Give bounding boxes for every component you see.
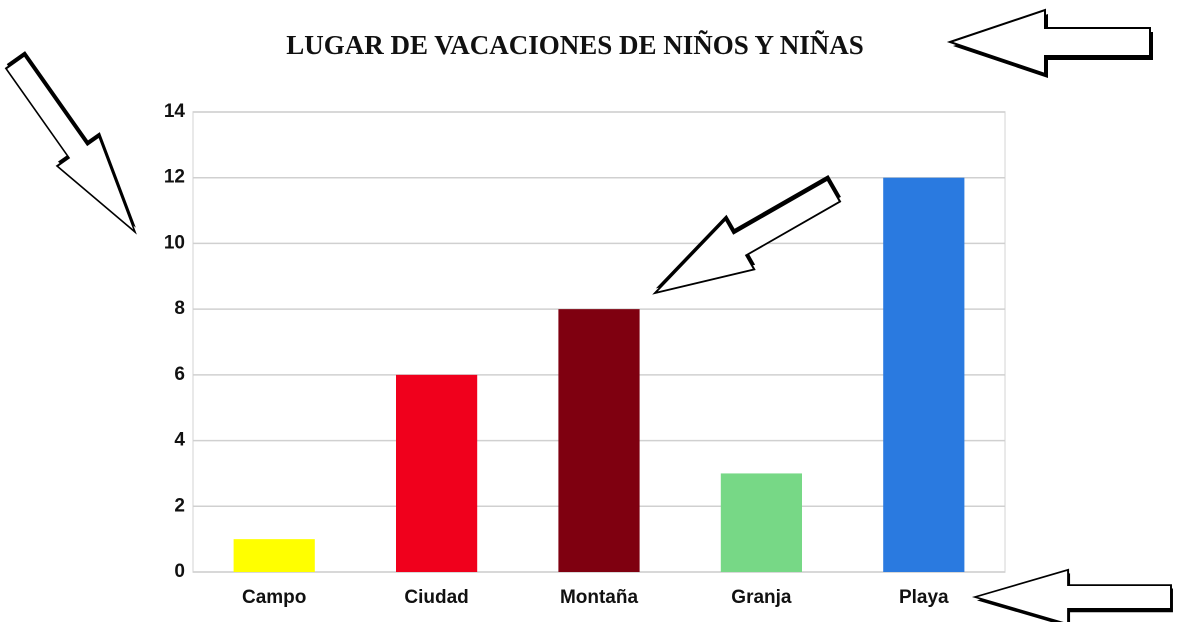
y-tick-label: 2 [174, 495, 185, 516]
y-tick-label: 8 [174, 298, 185, 319]
bar [233, 539, 315, 572]
x-tick-label: Campo [242, 587, 306, 608]
x-tick-label: Montaña [560, 587, 639, 608]
chart-title: LUGAR DE VACACIONES DE NIÑOS Y NIÑAS [286, 30, 864, 60]
arrow [0, 42, 157, 248]
x-tick-label: Granja [731, 587, 792, 608]
y-tick-label: 12 [164, 167, 185, 188]
arrow [949, 9, 1153, 78]
bar [720, 473, 802, 572]
y-tick-label: 10 [164, 232, 185, 253]
bar [396, 374, 478, 572]
x-tick-label: Ciudad [404, 587, 468, 608]
arrow [974, 568, 1173, 622]
x-tick-label: Playa [899, 587, 949, 608]
y-tick-label: 14 [164, 101, 186, 122]
arrow [639, 160, 850, 319]
y-tick-label: 0 [174, 561, 185, 582]
bar [558, 309, 640, 572]
y-tick-label: 4 [174, 430, 185, 451]
bar [883, 177, 965, 572]
y-tick-label: 6 [174, 364, 185, 385]
